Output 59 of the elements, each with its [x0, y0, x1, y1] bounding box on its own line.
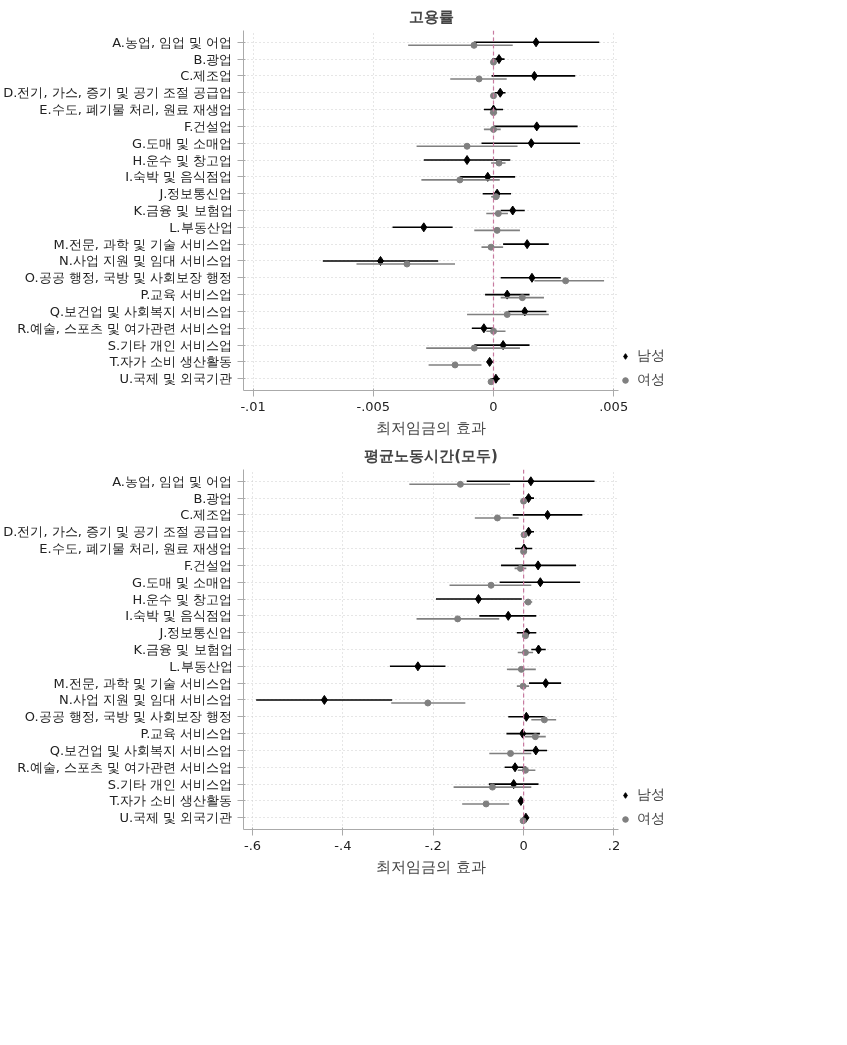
x-tick-label: 0 — [489, 398, 498, 414]
legend-label: 남성 — [637, 786, 665, 804]
y-tick-label: F.건설업 — [183, 118, 233, 134]
chart-title: 평균노동시간(모두) — [364, 446, 498, 465]
y-tick-label: S.기타 개인 서비스업 — [107, 337, 233, 353]
y-tick-label: D.전기, 가스, 증기 및 공기 조절 공급업 — [3, 524, 233, 540]
y-tick-label: U.국제 및 외국기관 — [119, 371, 233, 387]
x-tick-label: -.2 — [424, 837, 442, 853]
y-tick-label: C.제조업 — [180, 507, 233, 523]
y-tick-label: E.수도, 폐기물 처리, 원료 재생업 — [39, 541, 233, 557]
y-tick-label: P.교육 서비스업 — [140, 726, 233, 742]
x-tick-label: -.4 — [334, 837, 352, 853]
y-tick-label: T.자가 소비 생산활동 — [108, 354, 233, 370]
y-tick-label: O.공공 행정, 국방 및 사회보장 행정 — [24, 270, 233, 286]
y-tick-label: K.금융 및 보험업 — [133, 203, 233, 218]
y-tick-label: A.농업, 임업 및 어업 — [112, 473, 233, 489]
x-tick-label: .2 — [607, 837, 621, 853]
legend-label: 여성 — [637, 810, 665, 828]
y-tick-label: C.제조업 — [180, 68, 233, 84]
y-tick-label: L.부동산업 — [169, 219, 233, 235]
y-tick-label: M.전문, 과학 및 기술 서비스업 — [53, 675, 233, 691]
x-tick-label: -.005 — [356, 398, 391, 414]
y-tick-label: T.자가 소비 생산활동 — [108, 793, 233, 809]
y-tick-label: N.사업 지원 및 임대 서비스업 — [59, 692, 233, 708]
legend-label: 남성 — [637, 347, 665, 365]
y-tick-label: E.수도, 폐기물 처리, 원료 재생업 — [39, 102, 233, 118]
x-axis-title: 최저임금의 효과 — [376, 418, 486, 437]
y-tick-label: S.기타 개인 서비스업 — [107, 776, 233, 792]
x-tick-label: .005 — [599, 398, 629, 414]
y-tick-label: N.사업 지원 및 임대 서비스업 — [59, 253, 233, 269]
y-tick-label: I.숙박 및 음식점업 — [125, 608, 233, 624]
y-tick-label: A.농업, 임업 및 어업 — [112, 34, 233, 50]
y-tick-label: G.도매 및 소매업 — [132, 135, 233, 151]
y-tick-label: R.예술, 스포츠 및 여가관련 서비스업 — [17, 320, 233, 336]
y-tick-label: J.정보통신업 — [158, 625, 233, 641]
x-tick-label: -.6 — [243, 837, 262, 853]
y-tick-label: G.도매 및 소매업 — [132, 574, 233, 590]
y-tick-label: O.공공 행정, 국방 및 사회보장 행정 — [24, 709, 233, 725]
y-tick-label: P.교육 서비스업 — [140, 287, 233, 303]
chart-title: 고용률 — [408, 7, 454, 26]
y-tick-label: F.건설업 — [183, 557, 233, 573]
x-axis-title: 최저임금의 효과 — [376, 857, 486, 876]
y-tick-label: H.운수 및 창고업 — [132, 152, 233, 168]
y-tick-label: J.정보통신업 — [158, 186, 233, 202]
y-tick-label: L.부동산업 — [169, 658, 233, 674]
y-tick-label: Q.보건업 및 사회복지 서비스업 — [49, 742, 233, 758]
y-tick-label: M.전문, 과학 및 기술 서비스업 — [53, 236, 233, 252]
y-tick-label: B.광업 — [193, 51, 233, 67]
y-tick-label: K.금융 및 보험업 — [133, 642, 233, 657]
x-tick-label: -.01 — [240, 398, 266, 414]
legend-label: 여성 — [637, 371, 665, 389]
y-tick-label: B.광업 — [193, 490, 233, 506]
y-tick-label: D.전기, 가스, 증기 및 공기 조절 공급업 — [3, 85, 233, 101]
y-tick-label: I.숙박 및 음식점업 — [125, 169, 233, 185]
y-tick-label: H.운수 및 창고업 — [132, 591, 233, 607]
y-tick-label: U.국제 및 외국기관 — [119, 810, 233, 826]
y-tick-label: Q.보건업 및 사회복지 서비스업 — [49, 303, 233, 319]
y-tick-label: R.예술, 스포츠 및 여가관련 서비스업 — [17, 759, 233, 775]
x-tick-label: 0 — [519, 837, 528, 853]
